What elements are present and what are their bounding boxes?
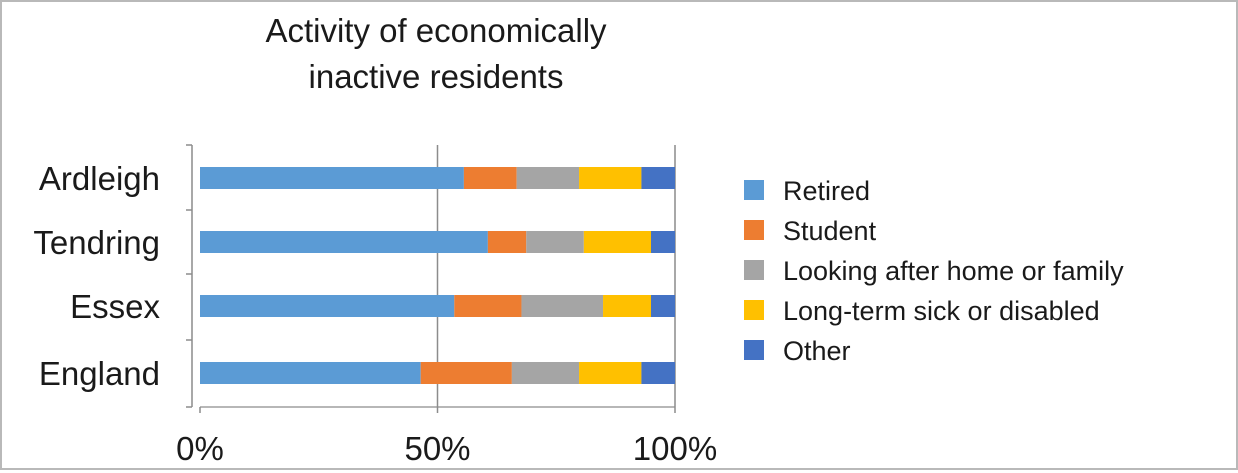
legend-swatch-other: [744, 340, 764, 360]
bar-tendring-student: [487, 231, 527, 253]
legend-label-looking-after-home-or-family: Looking after home or family: [783, 256, 1124, 286]
legend-label-retired: Retired: [783, 176, 870, 206]
bar-ardleigh-retired: [200, 167, 464, 189]
bar-essex-other: [651, 295, 675, 317]
bar-england-looking-after-home-or-family: [511, 362, 580, 384]
bar-ardleigh-long-term-sick-or-disabled: [579, 167, 642, 189]
bar-ardleigh-looking-after-home-or-family: [516, 167, 580, 189]
bar-tendring-retired: [200, 231, 488, 253]
legend-label-long-term-sick-or-disabled: Long-term sick or disabled: [783, 296, 1100, 326]
bar-england-retired: [200, 362, 421, 384]
chart-axes: [186, 144, 676, 413]
category-label-tendring: Tendring: [33, 224, 160, 261]
bar-tendring-long-term-sick-or-disabled: [583, 231, 652, 253]
chart-legend: Retired Student Looking after home or fami…: [744, 176, 1124, 366]
bar-tendring-looking-after-home-or-family: [526, 231, 584, 253]
category-labels: Ardleigh Tendring Essex England: [33, 160, 160, 392]
bar-ardleigh-other: [641, 167, 675, 189]
category-label-essex: Essex: [70, 288, 160, 325]
bar-essex-retired: [200, 295, 455, 317]
bar-essex-looking-after-home-or-family: [521, 295, 604, 317]
x-tick-label-100: 100%: [633, 430, 717, 467]
category-label-ardleigh: Ardleigh: [39, 160, 160, 197]
chart-title-line-1: Activity of economically: [265, 12, 607, 49]
x-tick-label-50: 50%: [404, 430, 470, 467]
chart-bars: [200, 167, 675, 384]
legend-swatch-student: [744, 220, 764, 240]
legend-swatch-long-term-sick-or-disabled: [744, 300, 764, 320]
bar-tendring-other: [651, 231, 675, 253]
chart-title: Activity of economically inactive residen…: [265, 12, 607, 95]
bar-england-other: [641, 362, 675, 384]
x-tick-labels: 0% 50% 100%: [176, 430, 717, 467]
legend-label-other: Other: [783, 336, 851, 366]
bar-england-long-term-sick-or-disabled: [579, 362, 642, 384]
legend-swatch-retired: [744, 180, 764, 200]
x-tick-label-0: 0%: [176, 430, 224, 467]
bar-england-student: [420, 362, 512, 384]
chart-title-line-2: inactive residents: [309, 58, 564, 95]
legend-swatch-looking-after-home-or-family: [744, 260, 764, 280]
bar-essex-student: [454, 295, 522, 317]
bar-ardleigh-student: [463, 167, 517, 189]
bar-essex-long-term-sick-or-disabled: [603, 295, 652, 317]
category-label-england: England: [39, 355, 160, 392]
legend-label-student: Student: [783, 216, 877, 246]
